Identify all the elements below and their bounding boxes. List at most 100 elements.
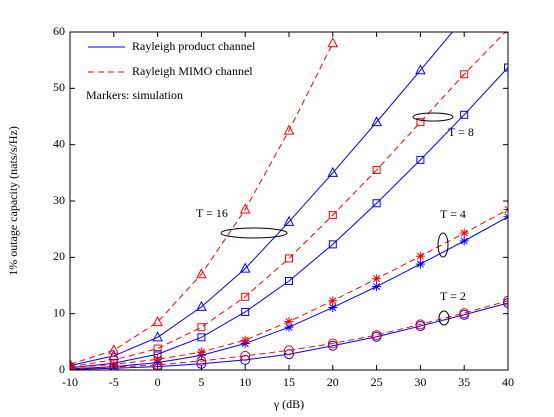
marker-shape bbox=[240, 335, 250, 345]
marker-shape bbox=[197, 333, 206, 342]
group-label: T = 4 bbox=[440, 207, 466, 221]
marker-shape bbox=[153, 344, 162, 353]
marker bbox=[284, 349, 294, 360]
marker bbox=[503, 295, 508, 306]
marker-shape bbox=[109, 359, 119, 369]
x-tick-label: 30 bbox=[414, 375, 426, 389]
marker bbox=[327, 37, 339, 48]
group-ellipse bbox=[220, 227, 288, 239]
marker bbox=[284, 345, 294, 356]
marker bbox=[327, 166, 339, 177]
axes: -10 -5 0 5 10 15 20 25 30 35 40 0 10 20 30 40 50 60 bbox=[53, 24, 514, 389]
marker bbox=[415, 64, 426, 75]
x-tick-label: -5 bbox=[109, 375, 119, 389]
marker-shape bbox=[108, 344, 120, 355]
marker-shape bbox=[285, 276, 293, 285]
marker bbox=[372, 166, 381, 175]
series-line bbox=[70, 302, 508, 370]
marker bbox=[70, 363, 75, 370]
marker bbox=[415, 319, 426, 330]
y-tick-label: 0 bbox=[59, 362, 65, 376]
marker-shape bbox=[284, 322, 294, 332]
marker bbox=[371, 116, 382, 127]
marker bbox=[197, 333, 206, 342]
marker bbox=[415, 251, 425, 261]
marker bbox=[415, 259, 425, 269]
group-label: T = 2 bbox=[440, 289, 466, 303]
marker bbox=[108, 344, 120, 355]
plot-area bbox=[70, 32, 508, 370]
marker bbox=[371, 330, 382, 341]
marker-shape bbox=[70, 363, 75, 370]
marker-shape bbox=[372, 199, 381, 208]
group-label: T = 16 bbox=[196, 206, 228, 220]
marker-shape bbox=[283, 215, 295, 226]
marker-shape bbox=[196, 300, 207, 311]
x-tick-label: 10 bbox=[239, 375, 251, 389]
marker bbox=[328, 302, 338, 312]
x-tick-label: 20 bbox=[327, 375, 339, 389]
group-ellipse bbox=[437, 232, 449, 258]
x-tick-label: 15 bbox=[283, 375, 295, 389]
marker bbox=[459, 236, 469, 246]
y-tick-label: 30 bbox=[53, 193, 65, 207]
marker bbox=[196, 300, 207, 311]
y-axis-label: 1% outage capacity (nats/s/Hz) bbox=[6, 126, 20, 276]
marker bbox=[328, 211, 337, 220]
marker bbox=[284, 322, 294, 332]
marker-shape bbox=[328, 296, 338, 306]
marker bbox=[240, 354, 251, 365]
marker bbox=[196, 347, 206, 357]
group-ellipse bbox=[438, 310, 450, 326]
marker-shape bbox=[372, 166, 381, 175]
marker bbox=[285, 276, 293, 285]
marker-shape bbox=[504, 63, 508, 72]
marker-shape bbox=[108, 362, 119, 370]
marker-shape bbox=[415, 64, 426, 75]
marker-shape bbox=[416, 155, 425, 164]
x-axis-label: γ (dB) bbox=[273, 397, 304, 411]
x-tick-label: 35 bbox=[458, 375, 470, 389]
marker-shape bbox=[415, 319, 426, 330]
marker-shape bbox=[416, 118, 425, 127]
marker bbox=[153, 354, 163, 364]
marker bbox=[328, 296, 338, 306]
marker-shape bbox=[285, 254, 293, 263]
y-tick-label: 50 bbox=[53, 80, 65, 94]
series-line bbox=[70, 32, 454, 366]
marker-shape bbox=[241, 292, 250, 301]
marker-shape bbox=[328, 302, 338, 312]
marker-shape bbox=[371, 330, 382, 341]
marker bbox=[460, 110, 469, 119]
x-tick-label: 25 bbox=[371, 375, 383, 389]
x-tick-label: -10 bbox=[62, 375, 78, 389]
marker bbox=[239, 203, 251, 214]
y-tick-label: 40 bbox=[53, 136, 65, 150]
marker bbox=[109, 359, 119, 369]
marker bbox=[460, 70, 469, 79]
marker bbox=[240, 335, 250, 345]
marker bbox=[327, 338, 338, 349]
marker bbox=[240, 350, 251, 361]
marker-shape bbox=[241, 307, 250, 316]
marker bbox=[327, 340, 338, 351]
marker-shape bbox=[152, 316, 163, 327]
marker bbox=[197, 323, 206, 332]
marker bbox=[416, 155, 425, 164]
x-tick-label: 0 bbox=[155, 375, 161, 389]
marker-shape bbox=[240, 354, 251, 365]
series-line bbox=[70, 32, 506, 368]
marker-shape bbox=[460, 110, 469, 119]
marker-shape bbox=[372, 274, 382, 284]
y-tick-label: 10 bbox=[53, 305, 65, 319]
marker bbox=[372, 274, 382, 284]
marker-shape bbox=[196, 347, 206, 357]
x-tick-label: 5 bbox=[198, 375, 204, 389]
marker bbox=[153, 344, 162, 353]
series-line bbox=[70, 67, 508, 369]
marker bbox=[196, 268, 207, 279]
marker-shape bbox=[239, 262, 251, 273]
series-line bbox=[70, 43, 334, 365]
marker-shape bbox=[284, 349, 294, 360]
